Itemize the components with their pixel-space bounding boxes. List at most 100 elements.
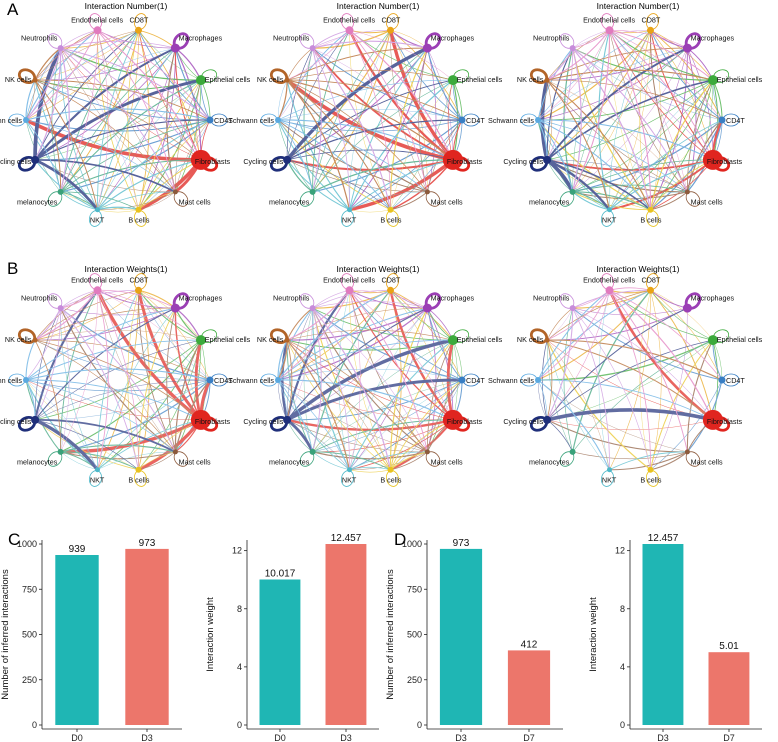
node-cycling-cells xyxy=(543,415,552,424)
edge xyxy=(303,48,314,192)
edge xyxy=(348,29,454,161)
node-neutrophils xyxy=(569,305,576,312)
bar-value-label: 939 xyxy=(69,544,86,555)
edge xyxy=(572,30,651,49)
edge xyxy=(25,379,98,471)
edge xyxy=(389,307,428,470)
edge xyxy=(277,379,454,421)
edge xyxy=(348,79,454,210)
edge xyxy=(537,119,688,193)
edge xyxy=(25,307,176,381)
node-label-nk-cells: NK cells xyxy=(257,75,284,84)
panel-letter-a: A xyxy=(7,0,19,19)
edge xyxy=(277,119,454,161)
edge xyxy=(286,339,428,453)
node-label-schwann-cells: Schwann cells xyxy=(0,116,22,125)
node-label-schwann-cells: Schwann cells xyxy=(488,116,534,125)
node-label-epithelial-cells: Epithelial cells xyxy=(717,75,763,84)
edge xyxy=(572,307,651,470)
node-schwann-cells xyxy=(275,377,281,383)
edge xyxy=(97,289,202,341)
node-label-neutrophils: Neutrophils xyxy=(533,34,570,43)
panel-letter-d: D xyxy=(394,530,407,549)
circle-plot-title: Interaction Number(1) xyxy=(85,1,168,11)
edge xyxy=(60,339,202,453)
edge xyxy=(138,80,202,210)
edge xyxy=(349,290,361,470)
edge xyxy=(546,308,573,341)
edge xyxy=(35,339,211,381)
node-fibroblasts xyxy=(190,409,211,430)
bar-d3 xyxy=(642,544,684,725)
node-nkt xyxy=(95,207,100,213)
node-label-endothelial-cells: Endothelial cells xyxy=(583,15,635,24)
node-nk-cells xyxy=(544,77,550,83)
edge xyxy=(286,339,293,421)
edge xyxy=(546,408,714,422)
edge xyxy=(60,451,176,460)
node-label-cycling-cells: Cycling cells xyxy=(0,157,32,166)
circle-plot-title: Interaction Number(1) xyxy=(337,1,420,11)
node-label-macrophages: Macrophages xyxy=(179,34,223,43)
edge xyxy=(312,29,391,49)
edge xyxy=(97,339,202,471)
edge xyxy=(35,339,202,421)
edge xyxy=(277,307,428,381)
edge xyxy=(650,80,714,210)
edge xyxy=(35,79,202,161)
edge xyxy=(34,47,176,161)
edge xyxy=(650,379,723,470)
edge xyxy=(312,30,391,193)
edge xyxy=(286,339,391,470)
edge xyxy=(312,419,453,453)
node-cd4t xyxy=(718,116,726,124)
edge xyxy=(138,451,176,470)
edge xyxy=(35,419,176,453)
node-label-melanocytes: melanocytes xyxy=(269,458,310,467)
node-label-fibroblasts: Fibroblasts xyxy=(707,417,743,426)
edge xyxy=(546,339,610,470)
edge xyxy=(349,47,428,210)
edge xyxy=(312,79,454,193)
edge xyxy=(312,300,428,309)
node-endothelial-cells xyxy=(345,286,354,295)
edge xyxy=(338,290,350,470)
edge xyxy=(60,47,139,210)
edge xyxy=(34,79,176,193)
node-cd8t xyxy=(387,26,394,34)
edge-layer xyxy=(25,289,212,472)
edge xyxy=(34,79,98,210)
edge xyxy=(34,29,139,161)
node-cd4t xyxy=(458,376,466,384)
edge xyxy=(349,209,391,213)
edge xyxy=(286,79,428,193)
edge xyxy=(609,30,651,210)
node-fibroblasts xyxy=(442,149,463,170)
edge xyxy=(138,30,202,161)
edge xyxy=(60,47,70,193)
y-tick-label: 0 xyxy=(237,720,242,730)
edge xyxy=(547,307,688,341)
bar-chart-3: 0 250 500 750 1000 Number of inferred interac… xyxy=(385,538,563,742)
node-neutrophils xyxy=(57,305,64,312)
edge xyxy=(277,79,453,121)
edge xyxy=(650,290,723,381)
edge xyxy=(349,30,391,210)
node-neutrophils xyxy=(569,45,576,52)
edge xyxy=(286,158,454,171)
edge xyxy=(60,119,211,193)
node-label-fibroblasts: Fibroblasts xyxy=(195,157,231,166)
node-label-cd4t: CD4T xyxy=(214,376,233,385)
edge xyxy=(25,379,202,421)
edge xyxy=(572,191,610,211)
edge xyxy=(97,379,211,470)
bar-d3 xyxy=(125,548,169,725)
node-label-fibroblasts: Fibroblasts xyxy=(707,157,743,166)
edge xyxy=(349,419,454,471)
edge xyxy=(34,307,176,421)
bar-chart-4: 0 4 8 12 Interaction weight 12.457 D3 5.01 D7 xyxy=(588,533,762,742)
edge xyxy=(649,79,714,210)
node-cd8t xyxy=(135,286,142,294)
edge xyxy=(312,290,391,453)
node-label-endothelial-cells: Endothelial cells xyxy=(71,15,123,24)
